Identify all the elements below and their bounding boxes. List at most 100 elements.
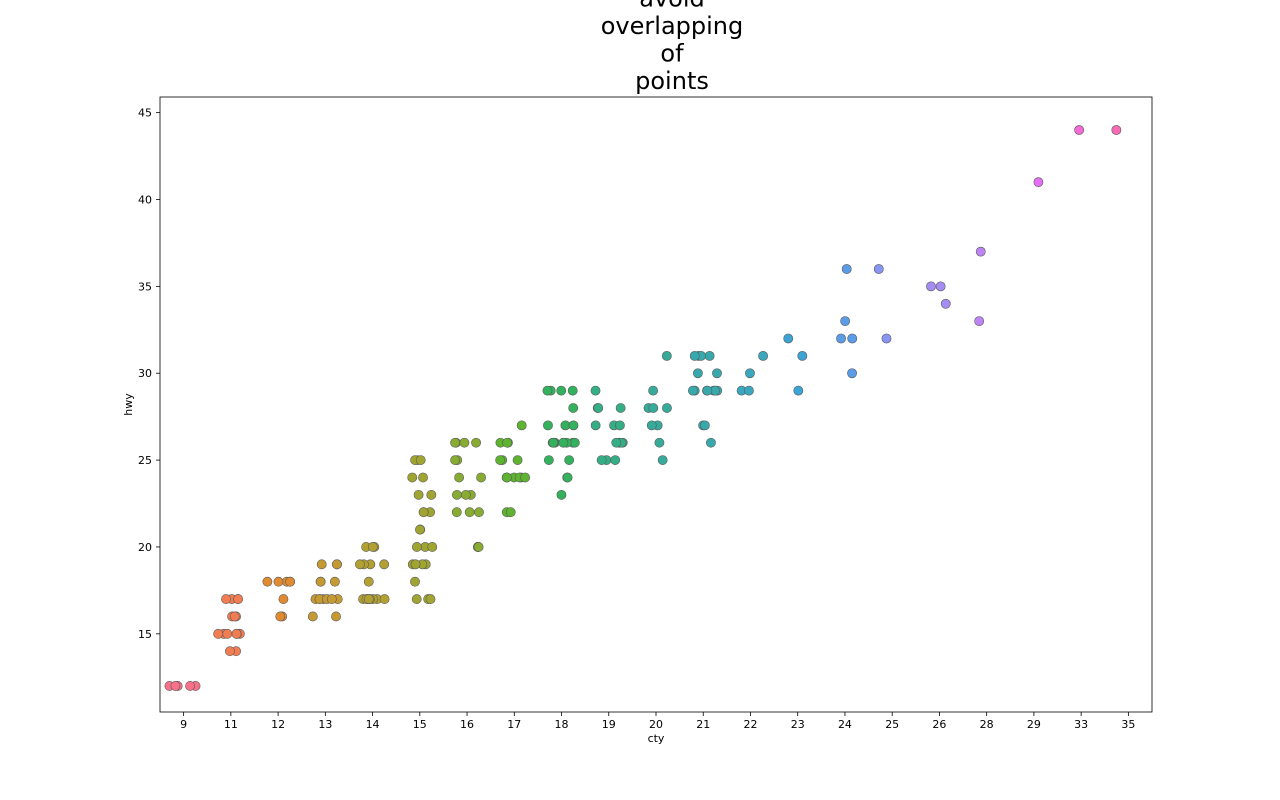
data-point bbox=[410, 559, 421, 570]
data-point bbox=[512, 455, 523, 465]
y-tick-label: 30 bbox=[138, 367, 152, 380]
data-point bbox=[460, 489, 471, 500]
data-point bbox=[427, 542, 438, 552]
data-point bbox=[758, 350, 769, 361]
data-point bbox=[426, 489, 437, 500]
data-point bbox=[702, 385, 713, 396]
y-axis: 15 20 25 30 35 40 45 bbox=[138, 107, 160, 641]
data-point bbox=[556, 489, 567, 500]
data-point bbox=[316, 559, 327, 570]
x-tick-label: 26 bbox=[932, 718, 946, 731]
data-point bbox=[662, 403, 672, 413]
data-point bbox=[418, 472, 428, 483]
data-point bbox=[590, 385, 601, 396]
data-point bbox=[329, 576, 340, 587]
x-tick-label: 18 bbox=[555, 718, 569, 731]
data-point bbox=[615, 403, 626, 413]
data-point bbox=[699, 420, 710, 431]
data-point bbox=[648, 403, 659, 413]
data-point bbox=[543, 420, 553, 431]
data-point bbox=[379, 594, 390, 604]
data-point bbox=[501, 472, 512, 483]
data-point bbox=[326, 594, 337, 604]
data-point bbox=[213, 628, 224, 639]
data-point bbox=[221, 594, 231, 604]
data-point bbox=[611, 437, 622, 448]
data-point bbox=[476, 472, 487, 483]
data-point bbox=[615, 420, 625, 431]
chart-title: avoidoverlappingofpoints bbox=[601, 0, 743, 95]
x-tick-label: 29 bbox=[1027, 718, 1041, 731]
x-tick-label: 16 bbox=[460, 718, 474, 731]
data-point bbox=[840, 316, 851, 327]
y-tick-label: 45 bbox=[138, 107, 152, 120]
x-tick-label: 22 bbox=[743, 718, 757, 731]
data-point bbox=[689, 350, 700, 361]
data-point bbox=[170, 681, 181, 691]
data-point bbox=[273, 576, 284, 587]
x-tick-label: 25 bbox=[885, 718, 899, 731]
data-point bbox=[847, 368, 857, 379]
data-point bbox=[975, 246, 986, 257]
data-point bbox=[568, 420, 579, 431]
data-point bbox=[593, 403, 604, 413]
x-tick-label: 20 bbox=[649, 718, 663, 731]
data-point bbox=[502, 437, 513, 448]
x-tick-label: 19 bbox=[602, 718, 616, 731]
data-point bbox=[940, 298, 951, 309]
data-point bbox=[367, 542, 378, 552]
data-point bbox=[542, 385, 553, 396]
data-point bbox=[688, 385, 698, 396]
x-tick-label: 13 bbox=[318, 718, 332, 731]
title-line: points bbox=[635, 67, 709, 95]
y-tick-label: 35 bbox=[138, 280, 152, 293]
data-point bbox=[363, 576, 374, 587]
data-point bbox=[459, 437, 470, 448]
data-point bbox=[505, 507, 516, 518]
data-point bbox=[410, 576, 420, 587]
data-point bbox=[229, 611, 240, 622]
data-point bbox=[926, 281, 936, 292]
data-point bbox=[745, 368, 755, 379]
data-point bbox=[569, 437, 580, 448]
data-point bbox=[657, 455, 668, 465]
x-tick-label: 35 bbox=[1121, 718, 1135, 731]
data-point bbox=[693, 368, 703, 379]
data-point bbox=[1111, 125, 1122, 135]
data-point bbox=[712, 368, 722, 379]
data-point bbox=[278, 594, 289, 604]
data-point bbox=[411, 542, 422, 552]
title-line: avoid bbox=[639, 0, 705, 13]
data-point bbox=[836, 333, 846, 344]
x-tick-label: 11 bbox=[224, 718, 238, 731]
x-tick-label: 9 bbox=[180, 718, 187, 731]
data-point bbox=[543, 455, 554, 465]
data-point bbox=[610, 455, 621, 465]
data-point bbox=[332, 559, 342, 570]
data-point bbox=[225, 646, 235, 657]
x-tick-label: 24 bbox=[838, 718, 852, 731]
y-axis-label: hwy bbox=[122, 393, 135, 416]
data-point bbox=[285, 576, 295, 587]
data-point bbox=[974, 316, 985, 327]
data-point bbox=[648, 385, 659, 396]
data-point bbox=[548, 437, 559, 448]
x-tick-label: 14 bbox=[366, 718, 380, 731]
x-tick-label: 28 bbox=[980, 718, 994, 731]
data-point bbox=[231, 628, 242, 639]
data-point bbox=[706, 437, 716, 448]
title-line: overlapping bbox=[601, 12, 743, 40]
data-point bbox=[562, 472, 573, 483]
data-point bbox=[407, 472, 418, 483]
data-point bbox=[564, 455, 575, 465]
y-tick-label: 15 bbox=[138, 628, 152, 641]
data-point bbox=[495, 455, 506, 465]
data-point bbox=[233, 594, 243, 604]
x-tick-label: 15 bbox=[413, 718, 427, 731]
data-point bbox=[556, 385, 567, 396]
data-point bbox=[567, 385, 578, 396]
x-tick-label: 21 bbox=[696, 718, 710, 731]
data-point bbox=[450, 455, 460, 465]
data-point bbox=[1074, 125, 1085, 135]
title-line: of bbox=[660, 40, 684, 68]
